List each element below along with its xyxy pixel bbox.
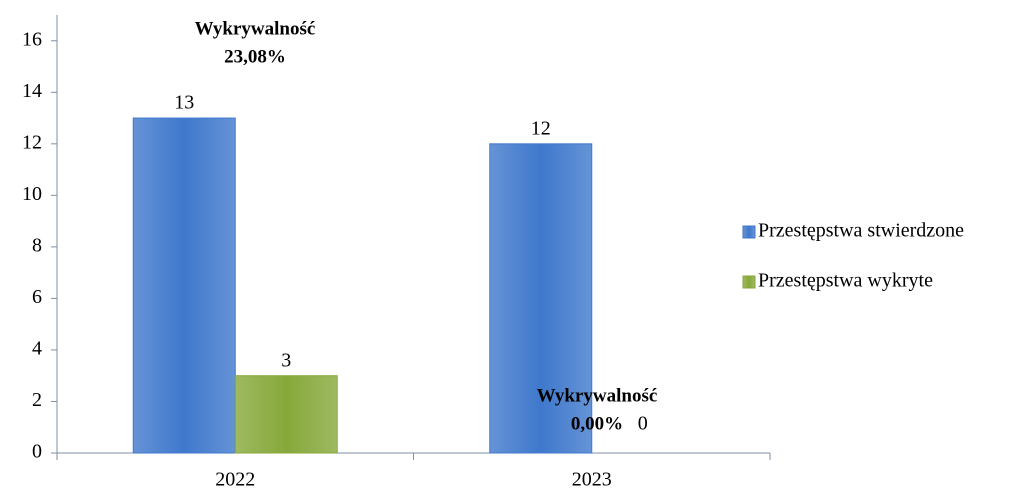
y-tick-label: 0 <box>32 441 42 463</box>
bar <box>234 375 338 454</box>
legend-label: Przestępstwa stwierdzone <box>758 220 964 242</box>
annotation: Wykrywalność <box>537 385 658 406</box>
bar <box>489 143 593 454</box>
annotation: 0,00% <box>571 413 623 434</box>
data-label: 3 <box>281 349 291 371</box>
legend-swatch <box>742 225 756 239</box>
annotation: 23,08% <box>224 46 286 67</box>
y-tick-label: 10 <box>22 183 42 205</box>
y-tick-label: 16 <box>22 28 42 50</box>
legend-label: Przestępstwa wykryte <box>758 270 933 292</box>
x-tick-label: 2023 <box>572 469 612 491</box>
y-tick-label: 4 <box>32 338 42 360</box>
y-tick-label: 14 <box>22 80 42 102</box>
data-label: 0 <box>638 413 648 435</box>
legend-swatch <box>742 275 756 289</box>
x-tick-label: 2022 <box>215 469 255 491</box>
y-tick-label: 2 <box>32 389 42 411</box>
y-tick-label: 8 <box>32 234 42 256</box>
y-tick-label: 12 <box>22 131 42 153</box>
y-tick-label: 6 <box>32 286 42 308</box>
data-label: 12 <box>531 117 551 139</box>
bar <box>132 117 236 454</box>
annotation: Wykrywalność <box>195 18 316 39</box>
data-label: 13 <box>174 92 194 114</box>
